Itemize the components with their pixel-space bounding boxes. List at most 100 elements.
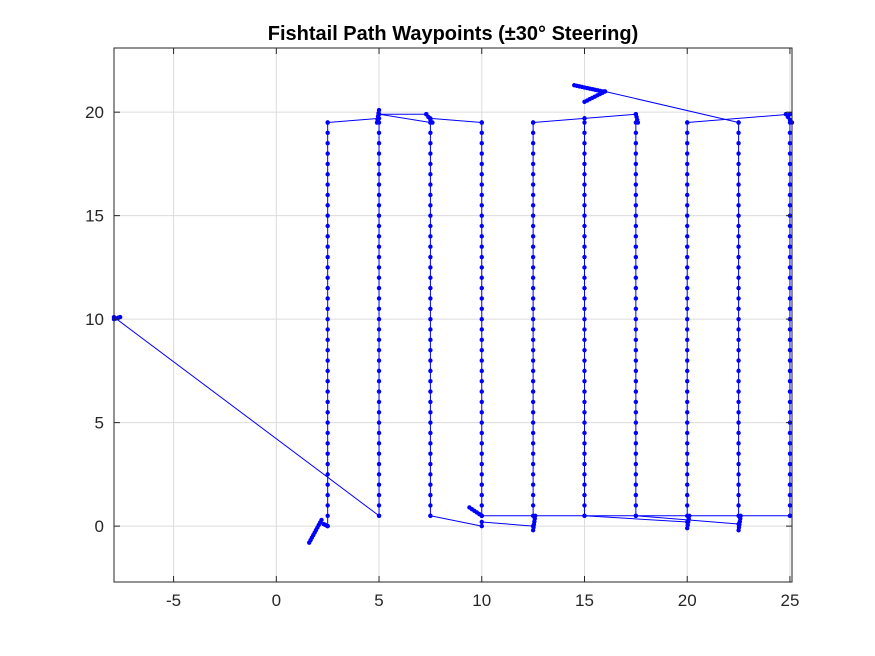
waypoint-marker: [582, 492, 587, 498]
waypoint-marker: [479, 203, 484, 208]
waypoint-marker: [325, 389, 330, 394]
waypoint-marker: [376, 285, 382, 291]
waypoint-marker: [582, 213, 587, 218]
waypoint-marker: [428, 172, 433, 177]
waypoint-marker: [582, 234, 587, 239]
waypoint-marker: [428, 337, 433, 343]
waypoint-marker: [325, 410, 330, 415]
waypoint-marker: [582, 265, 587, 270]
waypoint-marker: [325, 441, 330, 446]
waypoint-marker: [530, 410, 536, 415]
waypoint-marker: [633, 161, 639, 167]
waypoint-marker: [479, 141, 484, 146]
chart-title: Fishtail Path Waypoints (±30° Steering): [268, 23, 639, 45]
waypoint-marker: [787, 234, 793, 239]
waypoint-marker: [736, 430, 741, 436]
waypoint-marker: [376, 275, 382, 280]
waypoint-marker: [428, 358, 433, 363]
waypoint-marker: [582, 461, 587, 467]
waypoint-marker: [479, 120, 484, 125]
waypoint-marker: [428, 461, 433, 467]
waypoint-marker: [479, 192, 484, 198]
waypoint-marker: [530, 347, 536, 353]
waypoint-marker: [376, 503, 382, 508]
waypoint-marker: [685, 316, 690, 322]
waypoint-marker: [376, 337, 382, 343]
waypoint-marker: [685, 151, 690, 156]
waypoint-marker: [582, 513, 587, 518]
waypoint-marker: [736, 120, 741, 125]
waypoint-marker: [530, 254, 536, 260]
waypoint-marker: [376, 441, 382, 446]
waypoint-marker: [582, 379, 587, 384]
waypoint-marker: [685, 130, 690, 136]
waypoint-marker: [325, 130, 330, 136]
waypoint-marker: [787, 265, 793, 270]
waypoint-marker: [428, 513, 433, 518]
waypoint-marker: [325, 285, 330, 291]
waypoint-marker: [736, 213, 741, 218]
waypoint-marker: [736, 503, 741, 508]
waypoint-marker: [376, 192, 382, 198]
waypoint-marker: [582, 327, 587, 332]
waypoint-marker: [530, 244, 536, 249]
waypoint-marker: [479, 130, 484, 136]
waypoint-marker: [376, 327, 382, 332]
waypoint-marker: [325, 368, 330, 374]
waypoint-marker: [479, 161, 484, 167]
waypoint-marker: [428, 234, 433, 239]
waypoint-marker: [787, 492, 793, 498]
waypoint-marker: [325, 265, 330, 270]
waypoint-marker: [479, 182, 484, 187]
waypoint-marker: [685, 420, 690, 425]
waypoint-marker: [685, 399, 690, 405]
y-tick-label: 5: [95, 414, 104, 433]
waypoint-marker: [428, 482, 433, 487]
waypoint-marker: [685, 379, 690, 384]
waypoint-series: [111, 83, 795, 545]
waypoint-marker: [325, 120, 330, 125]
waypoint-marker: [479, 513, 484, 518]
waypoint-marker: [685, 161, 690, 167]
waypoint-marker: [736, 316, 741, 322]
waypoint-marker: [530, 161, 536, 167]
path-segment: [635, 515, 739, 525]
waypoint-marker: [736, 368, 741, 374]
waypoint-marker: [479, 151, 484, 156]
waypoint-marker: [325, 213, 330, 218]
waypoint-marker: [530, 399, 536, 405]
waypoint-marker: [325, 182, 330, 187]
waypoint-marker: [479, 213, 484, 218]
waypoint-marker: [633, 368, 639, 374]
waypoint-marker: [530, 192, 536, 198]
waypoint-marker: [530, 368, 536, 374]
waypoint-marker: [787, 410, 793, 415]
waypoint-marker: [376, 472, 382, 477]
waypoint-marker: [787, 275, 793, 280]
x-tick-label: 0: [272, 591, 281, 610]
waypoint-marker: [787, 441, 793, 446]
waypoint-marker: [582, 430, 587, 436]
waypoint-marker: [376, 420, 382, 425]
waypoint-marker: [736, 492, 741, 498]
waypoint-marker: [530, 285, 536, 291]
waypoint-marker: [787, 306, 793, 311]
waypoint-marker: [530, 513, 536, 518]
waypoint-marker: [479, 223, 484, 229]
waypoint-marker: [376, 461, 382, 467]
waypoint-marker: [787, 130, 793, 136]
waypoint-marker: [685, 441, 690, 446]
waypoint-marker: [428, 389, 433, 394]
waypoint-marker: [530, 151, 536, 156]
waypoint-marker: [325, 172, 330, 177]
path-segment: [481, 521, 534, 527]
waypoint-marker: [582, 503, 587, 508]
waypoint-marker: [633, 151, 639, 156]
waypoint-marker: [736, 234, 741, 239]
waypoint-marker: [530, 182, 536, 187]
waypoint-marker: [736, 265, 741, 270]
waypoint-marker: [633, 430, 639, 436]
waypoint-marker: [530, 503, 536, 508]
waypoint-marker: [479, 234, 484, 239]
waypoint-marker: [633, 492, 639, 498]
